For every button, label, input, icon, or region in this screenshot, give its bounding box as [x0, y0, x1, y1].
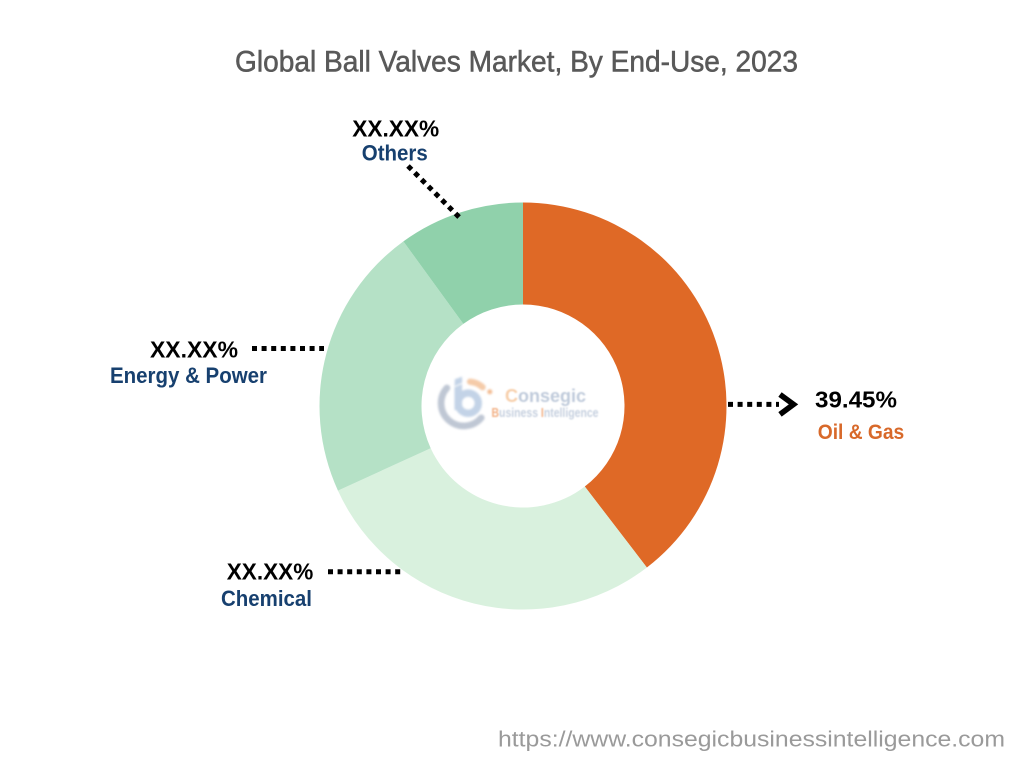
svg-text:XX.XX%: XX.XX%: [150, 336, 238, 362]
svg-text:39.45%: 39.45%: [815, 387, 897, 413]
svg-text:https://www.consegicbusinessin: https://www.consegicbusinessintelligence…: [498, 727, 1005, 752]
svg-text:Consegic: Consegic: [505, 385, 586, 406]
svg-text:Oil & Gas: Oil & Gas: [818, 420, 905, 444]
svg-text:XX.XX%: XX.XX%: [227, 559, 314, 585]
svg-text:XX.XX%: XX.XX%: [352, 115, 439, 141]
svg-text:Others: Others: [362, 140, 428, 165]
svg-text:Business Intelligence: Business Intelligence: [492, 405, 599, 420]
svg-text:Energy & Power: Energy & Power: [110, 363, 267, 388]
svg-text:Global Ball Valves Market, By: Global Ball Valves Market, By End-Use, 2…: [235, 45, 798, 78]
svg-text:Chemical: Chemical: [221, 586, 312, 611]
